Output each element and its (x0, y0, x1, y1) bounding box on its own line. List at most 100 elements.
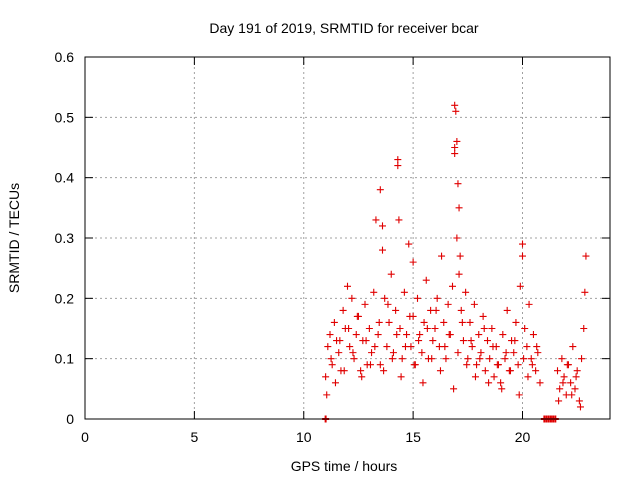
data-point (568, 391, 576, 399)
data-point (416, 331, 424, 339)
data-point (358, 373, 366, 381)
data-point (563, 361, 571, 369)
data-point (423, 325, 431, 332)
data-point (324, 343, 332, 351)
data-point (432, 306, 440, 314)
data-point (415, 337, 423, 345)
data-point (573, 367, 581, 375)
data-point (445, 331, 453, 339)
x-tick-label: 15 (405, 429, 421, 445)
y-tick-label: 0.6 (55, 49, 75, 65)
data-point (558, 355, 566, 363)
data-point (576, 403, 584, 411)
data-point (529, 331, 537, 339)
data-point (452, 107, 460, 115)
data-point (376, 361, 384, 369)
y-tick-label: 0.5 (55, 109, 75, 125)
data-point (438, 252, 446, 260)
data-point (486, 355, 494, 363)
data-point (501, 355, 509, 363)
data-point (453, 137, 461, 145)
data-point (403, 331, 411, 339)
data-point (521, 325, 529, 332)
y-tick-label: 0.1 (55, 351, 75, 367)
data-point (339, 306, 347, 314)
data-point (471, 373, 479, 381)
data-point (528, 361, 536, 369)
data-point (322, 373, 330, 381)
data-point (420, 318, 428, 326)
data-point (533, 343, 541, 351)
data-point (433, 294, 441, 302)
data-point (560, 373, 568, 381)
data-point (388, 355, 396, 363)
data-point (410, 361, 418, 369)
data-point (344, 282, 351, 290)
data-point (454, 349, 462, 357)
data-point (357, 367, 365, 375)
data-point (336, 337, 344, 345)
data-point (484, 337, 491, 345)
data-point (396, 325, 404, 332)
data-point (398, 355, 406, 363)
data-point (400, 288, 408, 296)
data-point (488, 325, 496, 332)
data-point (414, 294, 421, 302)
data-point (381, 294, 389, 302)
data-point (389, 349, 397, 357)
data-point (352, 331, 360, 339)
data-point (436, 367, 444, 375)
data-point (368, 349, 376, 357)
data-point (519, 240, 526, 248)
data-point (374, 331, 382, 339)
data-point (405, 240, 413, 248)
data-point (519, 252, 526, 260)
data-point (379, 246, 386, 254)
data-point (580, 325, 588, 332)
data-point (457, 306, 465, 314)
chart-title: Day 191 of 2019, SRMTID for receiver bca… (209, 20, 479, 36)
data-point (511, 337, 519, 345)
data-point (418, 349, 426, 357)
data-point (376, 186, 384, 194)
data-point (394, 156, 402, 164)
data-point (463, 361, 471, 369)
data-point (440, 318, 448, 326)
data-point (524, 373, 532, 381)
data-point (383, 343, 391, 351)
data-point (575, 397, 583, 405)
data-point (451, 150, 459, 158)
data-point (335, 349, 343, 357)
data-point (490, 373, 498, 381)
data-point (468, 343, 476, 351)
y-tick-label: 0.3 (55, 230, 75, 246)
x-tick-label: 10 (296, 429, 312, 445)
data-point (455, 270, 463, 278)
data-point (353, 312, 361, 320)
data-point (467, 337, 475, 345)
data-point (479, 312, 487, 320)
data-point (362, 337, 370, 345)
data-point (361, 300, 369, 308)
y-axis-title: SRMTID / TECUs (6, 183, 22, 293)
y-tick-label: 0.4 (55, 170, 75, 186)
data-point (527, 355, 535, 363)
data-point (323, 391, 331, 399)
data-point (466, 318, 474, 326)
data-point (395, 216, 403, 224)
data-point (556, 385, 564, 393)
data-point (401, 343, 409, 351)
data-point (428, 355, 436, 363)
data-point (346, 343, 354, 351)
data-point (525, 300, 533, 308)
data-point (345, 325, 353, 332)
data-point (503, 306, 511, 314)
data-point (572, 373, 580, 381)
x-tick-label: 5 (190, 429, 198, 445)
data-point (536, 379, 544, 387)
data-point (578, 355, 586, 363)
data-point (582, 252, 590, 260)
data-point (393, 331, 401, 339)
data-point (371, 343, 379, 351)
data-point (476, 355, 484, 363)
